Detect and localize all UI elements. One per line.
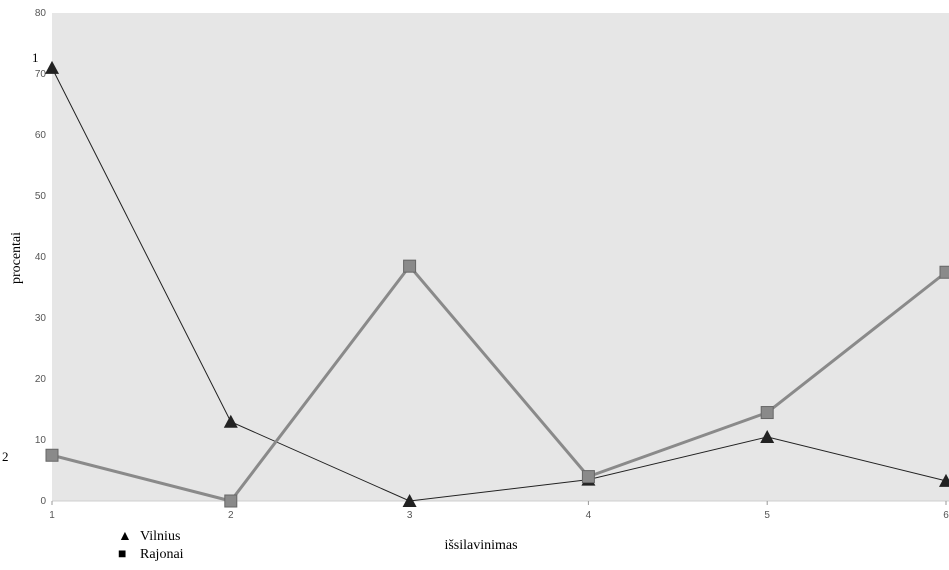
y-axis-ticks: 0 10 20 30 40 50 60 70 80 bbox=[35, 8, 47, 507]
series-lines bbox=[51, 67, 947, 503]
y-tick-label: 60 bbox=[35, 130, 47, 141]
point-rajonai bbox=[224, 494, 238, 508]
point-vilnius bbox=[402, 494, 417, 507]
x-axis-ticks: 1 2 3 4 5 6 bbox=[49, 501, 949, 521]
point-vilnius bbox=[45, 60, 59, 74]
point-vilnius bbox=[939, 473, 949, 487]
point-rajonai bbox=[403, 259, 417, 273]
annotation-2: 2 bbox=[2, 449, 9, 464]
point-vilnius bbox=[223, 414, 238, 428]
point-rajonai bbox=[45, 448, 59, 462]
legend: ▲ Vilnius ■ Rajonai bbox=[118, 528, 184, 564]
point-vilnius bbox=[760, 429, 775, 443]
y-tick-label: 10 bbox=[35, 435, 47, 446]
x-tick-label: 2 bbox=[228, 510, 234, 521]
annotation-1: 1 bbox=[32, 50, 39, 65]
x-tick-label: 3 bbox=[407, 510, 413, 521]
x-tick-label: 6 bbox=[943, 510, 949, 521]
y-axis-title: procentai bbox=[9, 232, 24, 284]
plot-area bbox=[52, 13, 949, 501]
x-tick-label: 1 bbox=[49, 510, 55, 521]
x-tick-label: 4 bbox=[586, 510, 592, 521]
legend-label-rajonai: Rajonai bbox=[140, 547, 184, 562]
point-rajonai bbox=[939, 265, 949, 279]
legend-item-vilnius: ▲ Vilnius bbox=[118, 528, 184, 546]
series-markers bbox=[45, 60, 949, 508]
y-tick-label: 80 bbox=[35, 8, 47, 19]
x-tick-label: 5 bbox=[764, 510, 770, 521]
y-tick-label: 70 bbox=[35, 69, 47, 80]
legend-label-vilnius: Vilnius bbox=[140, 529, 181, 544]
square-icon: ■ bbox=[118, 547, 127, 562]
series-line-vilnius bbox=[51, 67, 947, 502]
series-line-rajonai bbox=[51, 263, 947, 503]
point-rajonai bbox=[581, 470, 595, 484]
legend-item-rajonai: ■ Rajonai bbox=[118, 546, 184, 564]
y-tick-label: 50 bbox=[35, 191, 47, 202]
y-tick-label: 40 bbox=[35, 252, 47, 263]
triangle-icon: ▲ bbox=[118, 529, 132, 544]
y-tick-label: 20 bbox=[35, 374, 47, 385]
point-rajonai bbox=[760, 406, 774, 420]
x-axis-title: išsilavinimas bbox=[444, 538, 517, 553]
y-tick-label: 30 bbox=[35, 313, 47, 324]
y-tick-label: 0 bbox=[40, 496, 46, 507]
